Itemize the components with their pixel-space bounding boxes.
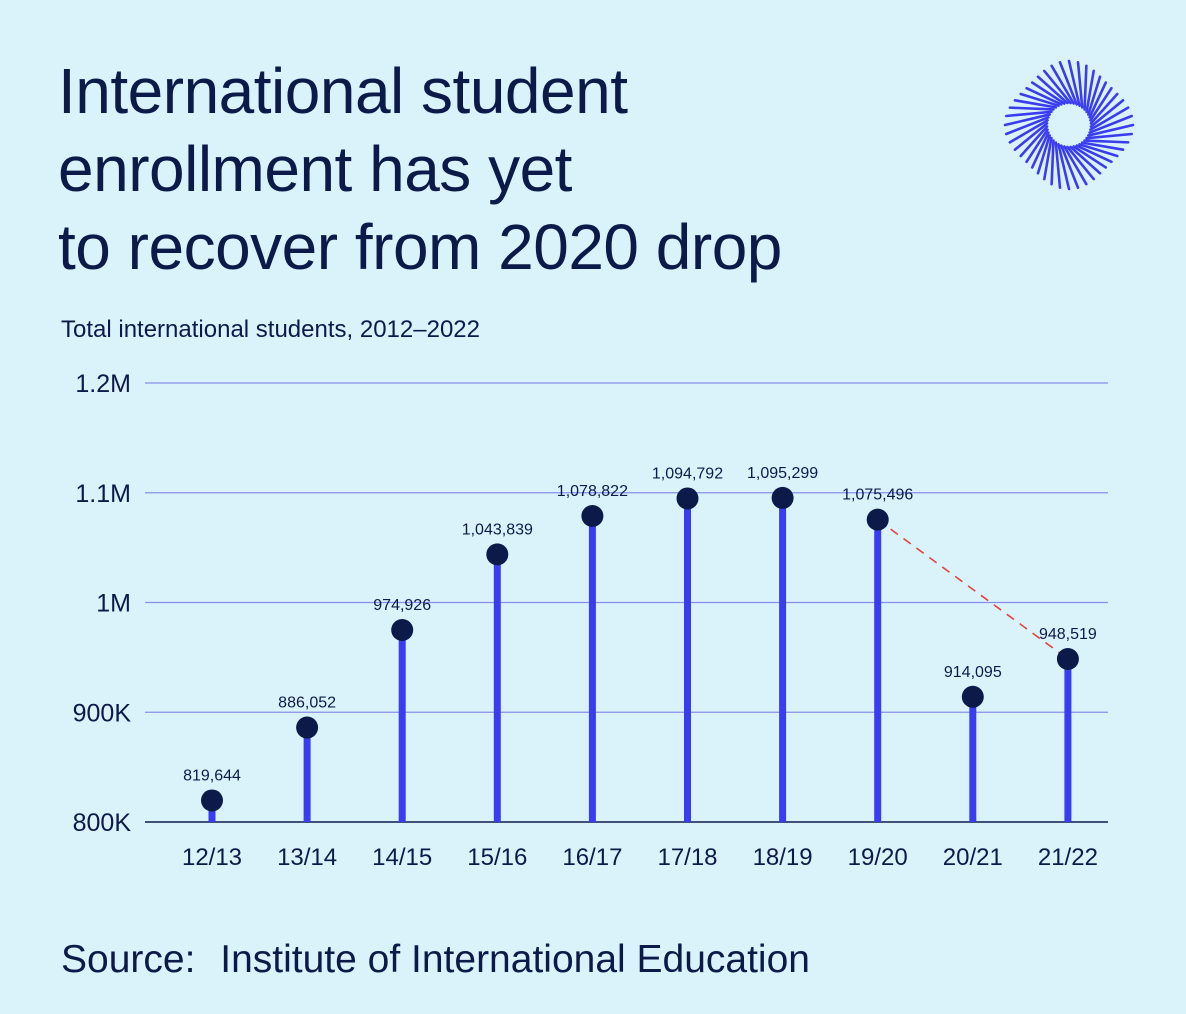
y-tick-label: 1M — [96, 590, 131, 618]
y-tick-label: 900K — [73, 699, 132, 727]
x-tick-label: 18/19 — [753, 844, 813, 871]
title-line-3: to recover from 2020 drop — [58, 211, 782, 283]
logo-ray — [1089, 92, 1119, 125]
data-label: 974,926 — [373, 597, 431, 614]
x-tick-label: 12/13 — [182, 844, 242, 871]
x-tick-label: 16/17 — [562, 844, 622, 871]
logo-ray — [1083, 64, 1088, 111]
data-label: 948,519 — [1039, 626, 1097, 643]
y-tick-label: 1.1M — [75, 480, 131, 508]
x-tick-label: 14/15 — [372, 844, 432, 871]
logo-ray — [1030, 81, 1066, 105]
logo-ray — [1089, 99, 1125, 128]
logo-ray — [1085, 132, 1134, 140]
lollipop-marker — [581, 504, 604, 527]
x-tick-label: 17/18 — [657, 844, 717, 871]
logo-ray — [1058, 60, 1078, 106]
logo-ray — [1050, 139, 1055, 186]
logo-ray — [1025, 128, 1049, 164]
logo-ray — [1043, 69, 1072, 105]
logo-ray — [1008, 106, 1055, 111]
logo-ray — [1036, 134, 1051, 175]
title-line-2: enrollment has yet — [58, 133, 572, 205]
logo-ray — [1050, 64, 1075, 105]
logo-ray — [1030, 131, 1050, 169]
logo-ray — [1087, 75, 1102, 116]
logo-ray — [1066, 145, 1095, 181]
x-tick-label: 19/20 — [848, 844, 908, 871]
logo-ray — [1019, 92, 1060, 107]
lollipop-marker — [296, 716, 319, 739]
data-label: 1,075,496 — [842, 487, 913, 504]
logo-ray — [1083, 139, 1130, 144]
title-line-1: International student — [58, 55, 628, 127]
chart-title: International student enrollment has yet… — [58, 52, 938, 286]
logo-ray — [1057, 143, 1071, 191]
data-label: 1,078,822 — [557, 483, 628, 500]
logo-ray — [1078, 143, 1119, 158]
logo-ray — [1075, 144, 1113, 164]
data-label: 886,052 — [278, 695, 336, 712]
logo-ray — [1060, 144, 1080, 190]
data-label: 1,043,839 — [462, 521, 533, 538]
logo-ray — [1089, 106, 1130, 131]
logo-ray — [1008, 119, 1049, 144]
logo-ray — [1072, 145, 1108, 169]
lollipop-marker — [1056, 648, 1079, 671]
logo-ray — [1013, 122, 1049, 151]
logo-ray — [1025, 86, 1063, 106]
logo-ray — [1019, 125, 1049, 158]
data-label: 1,094,792 — [652, 465, 723, 482]
logo-ray — [1080, 141, 1125, 151]
source-label: Source: — [61, 938, 196, 981]
radial-burst-logo-icon — [1003, 59, 1135, 191]
x-tick-label: 21/22 — [1038, 844, 1098, 871]
logo-center — [1053, 109, 1085, 141]
logo-ray — [1043, 136, 1053, 181]
y-tick-label: 1.2M — [75, 370, 131, 398]
lollipop-marker — [486, 543, 509, 566]
lollipop-marker — [201, 789, 223, 812]
data-label: 819,644 — [183, 767, 241, 784]
y-tick-label: 800K — [73, 809, 132, 837]
logo-ray — [1063, 145, 1088, 186]
logo-ray — [1067, 59, 1081, 107]
logo-ray — [1089, 86, 1113, 122]
logo-ray — [1069, 145, 1102, 175]
chart-subtitle: Total international students, 2012–2022 — [61, 316, 480, 343]
source-value: Institute of International Education — [220, 938, 810, 981]
lollipop-marker — [771, 486, 794, 509]
lollipop-marker — [391, 619, 414, 642]
logo-ray — [1036, 75, 1069, 105]
logo-ray — [1003, 113, 1051, 127]
x-tick-label: 13/14 — [277, 844, 337, 871]
data-label: 1,095,299 — [747, 465, 818, 482]
logo-ray — [1013, 99, 1058, 109]
lollipop-marker — [961, 685, 984, 708]
trend-dashed-line — [877, 518, 1069, 660]
logo-ray — [1087, 123, 1135, 137]
logo-ray — [1088, 114, 1134, 134]
logo-ray — [1076, 60, 1084, 109]
data-label: 914,095 — [944, 664, 1002, 681]
lollipop-marker — [676, 487, 699, 510]
logo-ray — [1085, 69, 1095, 114]
source-note: Source: Institute of International Educa… — [61, 938, 810, 982]
logo-ray — [1088, 81, 1108, 119]
logo-ray — [1054, 141, 1062, 190]
logo-ray — [1004, 110, 1053, 118]
x-tick-label: 15/16 — [467, 844, 527, 871]
logo-ray — [1004, 116, 1050, 136]
lollipop-marker — [866, 508, 889, 531]
x-tick-label: 20/21 — [943, 844, 1003, 871]
